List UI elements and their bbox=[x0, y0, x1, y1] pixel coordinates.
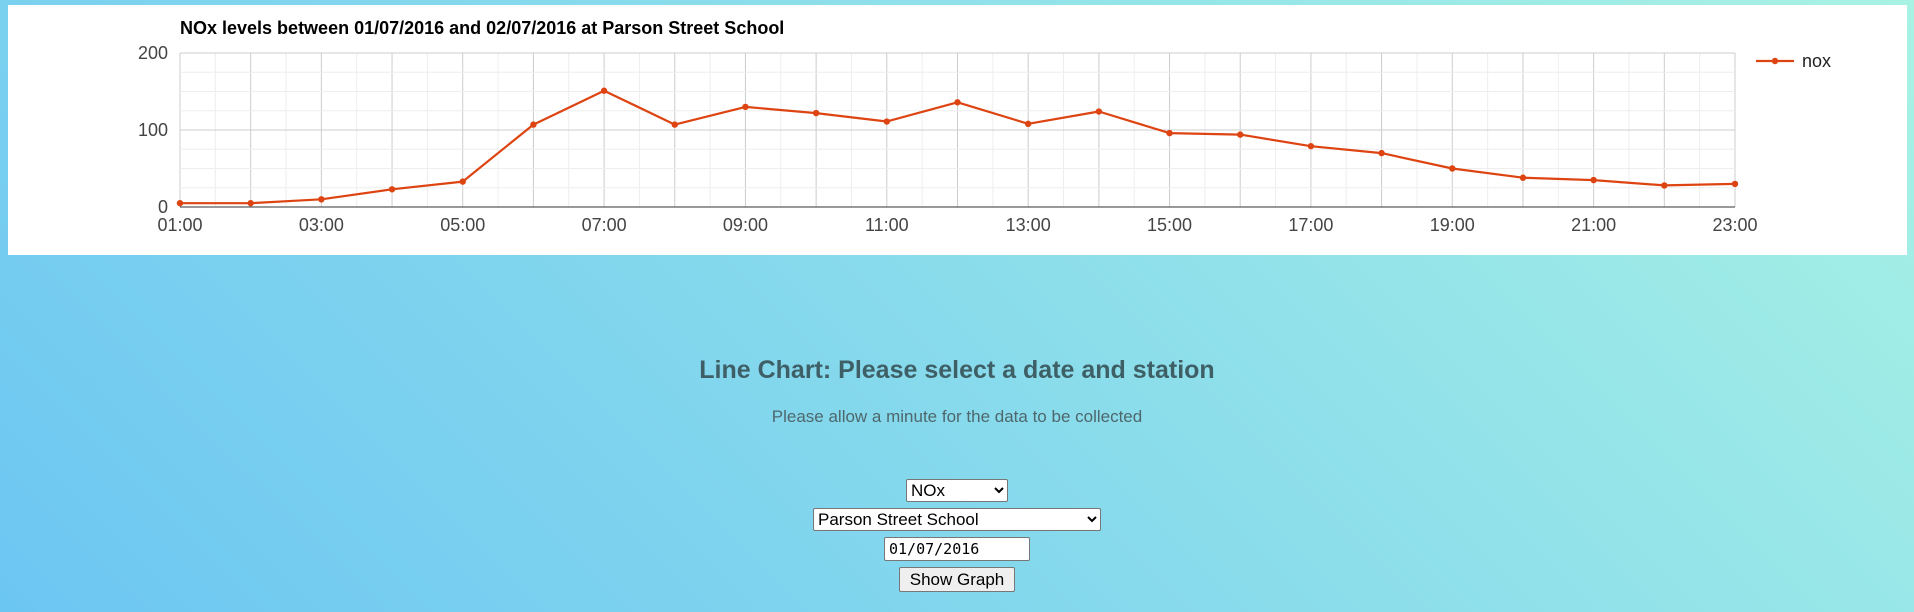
pollutant-select[interactable]: NOx bbox=[906, 479, 1008, 502]
show-graph-button[interactable]: Show Graph bbox=[898, 567, 1016, 592]
chart-card: 0 100 200 01:00 03:00 05:00 07:00 09:00 11:00 13:… bbox=[8, 5, 1907, 255]
nox-line-chart: 0 100 200 01:00 03:00 05:00 07:00 09:00 11:00 13:… bbox=[138, 18, 1831, 235]
y-tick-label: 0 bbox=[158, 197, 168, 217]
data-point bbox=[318, 196, 325, 203]
date-input[interactable] bbox=[884, 537, 1030, 561]
data-point bbox=[1237, 131, 1244, 138]
x-tick-label: 09:00 bbox=[723, 215, 768, 235]
x-tick-label: 23:00 bbox=[1712, 215, 1757, 235]
station-select[interactable]: Parson Street School bbox=[813, 508, 1101, 531]
data-point bbox=[1024, 120, 1032, 128]
data-point bbox=[1661, 182, 1668, 189]
data-point bbox=[1519, 174, 1527, 181]
x-tick-label: 07:00 bbox=[582, 215, 627, 235]
data-point bbox=[388, 186, 396, 193]
data-point bbox=[1731, 180, 1739, 188]
data-point bbox=[1166, 129, 1173, 137]
data-point bbox=[530, 121, 537, 128]
data-point bbox=[812, 109, 820, 117]
data-point bbox=[742, 103, 749, 111]
y-tick-label: 200 bbox=[138, 43, 168, 63]
y-tick-label: 100 bbox=[138, 120, 168, 140]
legend-marker bbox=[1771, 57, 1779, 65]
loading-note: Please allow a minute for the data to be… bbox=[771, 407, 1143, 426]
data-point bbox=[1307, 142, 1315, 150]
x-tick-label: 21:00 bbox=[1571, 215, 1616, 235]
data-point bbox=[954, 99, 961, 106]
x-tick-label: 11:00 bbox=[865, 215, 909, 235]
data-point bbox=[600, 87, 608, 94]
data-point bbox=[1590, 176, 1597, 184]
data-point bbox=[1449, 165, 1456, 172]
x-tick-label: 17:00 bbox=[1288, 215, 1333, 235]
controls-panel: Line Chart: Please select a date and sta… bbox=[0, 340, 1914, 592]
x-tick-label: 19:00 bbox=[1430, 215, 1475, 235]
x-tick-label: 05:00 bbox=[440, 215, 485, 235]
legend: nox bbox=[1756, 51, 1831, 71]
legend-label: nox bbox=[1802, 51, 1831, 71]
chart-title: NOx levels between 01/07/2016 and 02/07/… bbox=[180, 18, 784, 38]
data-point bbox=[176, 199, 184, 207]
chart-form: NOx Parson Street School Show Graph bbox=[0, 479, 1914, 592]
x-tick-label: 03:00 bbox=[299, 215, 344, 235]
data-point bbox=[883, 118, 891, 125]
data-point bbox=[1095, 108, 1103, 115]
data-point bbox=[671, 121, 678, 128]
x-tick-label: 01:00 bbox=[157, 215, 202, 235]
data-point bbox=[459, 178, 466, 185]
page-heading: Line Chart: Please select a date and sta… bbox=[699, 356, 1215, 384]
x-tick-label: 15:00 bbox=[1147, 215, 1192, 235]
x-tick-label: 13:00 bbox=[1006, 215, 1051, 235]
data-point bbox=[1378, 149, 1385, 157]
data-point bbox=[247, 199, 254, 207]
